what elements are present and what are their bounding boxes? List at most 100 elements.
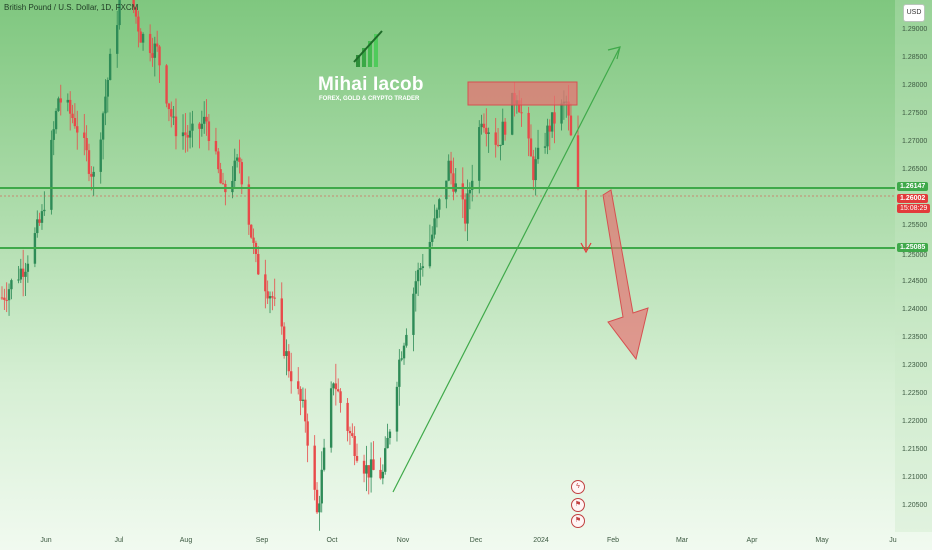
candle-body	[247, 184, 251, 225]
candle-body	[532, 156, 535, 181]
candle-body	[485, 127, 488, 134]
price-tick: 1.22500	[902, 390, 928, 397]
candle-body	[268, 296, 272, 299]
candle-body	[419, 268, 422, 270]
candle-body	[402, 345, 406, 359]
candle-body	[184, 132, 187, 135]
candle-body	[398, 359, 401, 387]
candle-body	[332, 383, 335, 389]
candle-body	[155, 43, 159, 47]
candle-body	[137, 16, 140, 32]
candle-body	[306, 421, 309, 446]
flag-event-icon[interactable]: ⚑	[571, 498, 585, 512]
candle-body	[282, 326, 286, 356]
trendline[interactable]	[392, 46, 621, 493]
candle-body	[167, 103, 171, 110]
resistance-zone[interactable]	[467, 81, 578, 106]
candle-body	[348, 430, 352, 434]
price-tick: 1.29000	[902, 26, 928, 33]
candle-body	[487, 132, 490, 134]
candle-body	[217, 151, 220, 170]
candle-body	[463, 199, 467, 224]
candle-body	[369, 459, 373, 478]
candle-body	[205, 116, 208, 122]
candle-body	[186, 134, 189, 138]
candle-body	[365, 465, 368, 474]
candle-body	[520, 112, 523, 114]
price-tick: 1.23000	[902, 362, 928, 369]
candle-body	[7, 289, 11, 301]
price-tick: 1.26500	[902, 166, 928, 173]
candle-body	[214, 141, 218, 152]
price-tick: 1.25000	[902, 252, 928, 259]
candle-body	[388, 431, 392, 438]
candle-body	[445, 180, 448, 200]
candle-body	[21, 268, 25, 277]
candle-body	[104, 96, 107, 114]
candle-body	[548, 125, 551, 132]
candle-body	[148, 33, 152, 54]
candle-body	[90, 173, 93, 177]
candlestick-series	[0, 0, 580, 531]
price-tick: 1.22000	[902, 418, 928, 425]
projection-arrow[interactable]	[602, 189, 649, 361]
dividend-event-icon[interactable]: ϟ	[571, 480, 585, 494]
time-label: Sep	[255, 537, 269, 544]
candle-body	[257, 253, 260, 275]
candle-body	[132, 0, 135, 8]
candle-body	[219, 169, 222, 184]
candle-body	[5, 299, 8, 301]
candle-body	[116, 25, 119, 54]
price-tick: 1.27500	[902, 110, 928, 117]
candle-body	[24, 271, 27, 277]
candle-body	[576, 135, 580, 188]
candle-body	[416, 269, 420, 282]
candle-body	[139, 31, 142, 43]
candle-body	[202, 116, 206, 124]
candle-body	[503, 121, 507, 135]
candle-body	[17, 279, 20, 281]
candle-body	[83, 132, 86, 139]
candle-body	[170, 109, 173, 117]
price-tick: 1.25500	[902, 222, 928, 229]
candle-body	[452, 173, 455, 192]
candle-body	[501, 121, 504, 145]
candle-body	[320, 469, 323, 504]
candle-body	[273, 297, 276, 299]
short-arrow-head	[580, 242, 592, 254]
support-price-tag[interactable]: 1.25085	[897, 243, 929, 252]
time-label: Feb	[606, 537, 620, 544]
brand-logo-icon	[353, 30, 383, 67]
resistance-price-tag[interactable]: 1.26147	[897, 182, 929, 191]
currency-selector[interactable]: USD	[903, 4, 925, 22]
symbol-title[interactable]: British Pound / U.S. Dollar, 1D, FXCM	[4, 3, 139, 12]
candle-body	[351, 433, 354, 436]
candle-body	[233, 160, 236, 181]
candle-body	[431, 234, 434, 242]
candle-body	[355, 455, 359, 461]
candle-body	[447, 160, 450, 181]
time-axis[interactable]	[0, 532, 895, 550]
candle-body	[174, 116, 178, 137]
candle-body	[266, 291, 269, 299]
candle-body	[395, 386, 399, 432]
candle-body	[353, 435, 356, 456]
candle-body	[334, 383, 338, 390]
trendline-arrowhead	[607, 46, 621, 60]
time-label: Oct	[326, 537, 338, 544]
current-price-tag[interactable]: 1.26002	[897, 194, 929, 203]
candle-body	[188, 130, 192, 138]
candle-body	[527, 112, 530, 139]
candle-body	[280, 298, 283, 327]
flag-event-icon[interactable]: ⚑	[571, 514, 585, 528]
candle-body	[231, 180, 234, 193]
time-label: Dec	[469, 537, 483, 544]
time-label: 2024	[533, 537, 549, 544]
price-axis[interactable]	[895, 0, 932, 532]
candle-body	[141, 33, 145, 43]
brand-tagline: FOREX, GOLD & CRYPTO TRADER	[319, 96, 420, 102]
time-label: Ju	[889, 537, 897, 544]
candle-body	[438, 199, 441, 210]
candle-body	[106, 79, 109, 97]
